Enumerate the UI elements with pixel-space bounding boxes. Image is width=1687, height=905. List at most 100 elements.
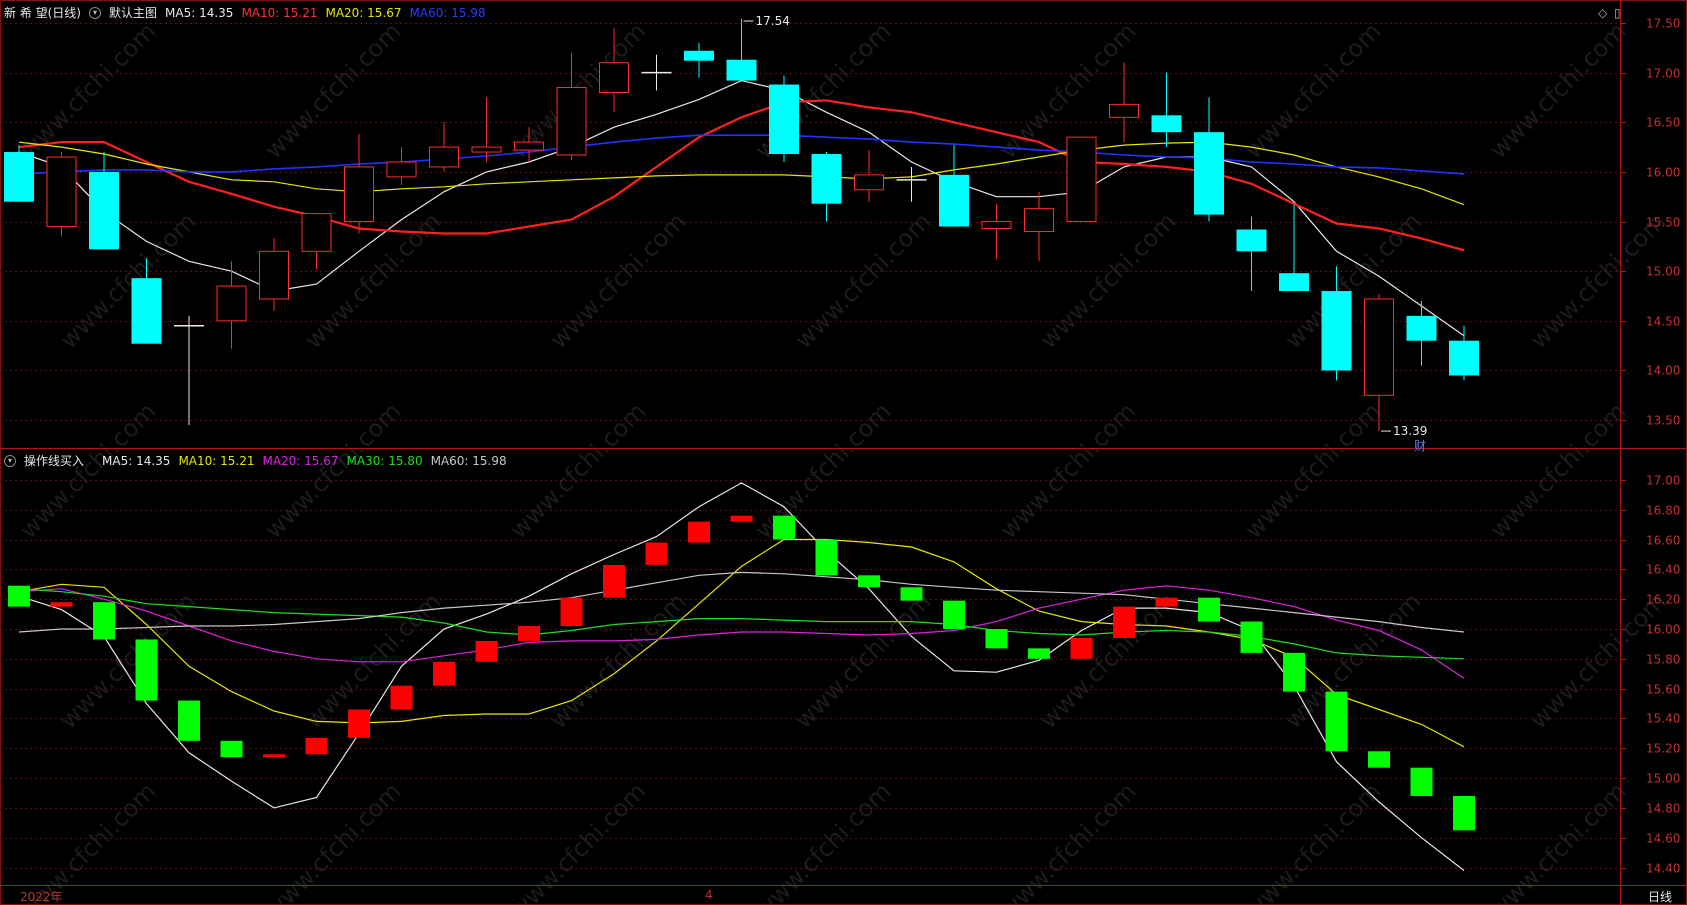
candle-body-up[interactable] [46, 156, 77, 228]
indicator-bar-down[interactable] [1283, 652, 1305, 692]
candle-body-up[interactable] [1109, 103, 1139, 118]
indicator-bar-down[interactable] [1240, 621, 1263, 653]
indicator-bar-down[interactable] [1368, 751, 1390, 768]
candle-body-down[interactable] [1449, 340, 1479, 376]
candle-body-down[interactable] [1406, 315, 1437, 341]
candle-body-up[interactable] [1024, 208, 1054, 232]
candle-body-up[interactable] [599, 62, 629, 93]
indicator-legend-ma30: MA30: 15.80 [346, 453, 423, 468]
candle-body-up[interactable] [854, 174, 884, 191]
candle-body-down[interactable] [684, 50, 714, 61]
stock-name[interactable]: 新 希 望(日线) [4, 6, 81, 20]
candle-body-down[interactable] [769, 84, 799, 155]
indicator-bar-down[interactable] [943, 600, 965, 630]
watermark-text: www.cfchi.com [14, 397, 161, 544]
watermark-text: www.cfchi.com [1239, 17, 1386, 164]
candle-body-down[interactable] [1279, 273, 1309, 292]
watermark-text: www.cfchi.com [259, 397, 406, 544]
indicator-bar-down[interactable] [773, 515, 795, 540]
indicator-bar-up[interactable] [263, 754, 285, 758]
chart-menu-icon[interactable]: ▾ [89, 6, 101, 19]
indicator-bar-up[interactable] [390, 685, 413, 710]
y-tick-label: 14.40 [1646, 862, 1680, 876]
candle-body-down[interactable] [1236, 229, 1267, 252]
indicator-bar-down[interactable] [1410, 767, 1433, 796]
ma-line-ma30 [18, 588, 1465, 660]
footer-year: 2022年 [20, 890, 63, 904]
main-chart-name[interactable]: 默认主图 [109, 6, 158, 20]
indicator-bar-down[interactable] [815, 539, 838, 576]
y-tick-label: 16.20 [1646, 593, 1680, 607]
indicator-bar-up[interactable] [1070, 637, 1093, 659]
indicator-bar-up[interactable] [1155, 597, 1178, 607]
candle-body-up[interactable] [514, 141, 544, 151]
legend-ma5: MA5: 14.35 [165, 5, 234, 20]
candle-body-down[interactable] [726, 59, 757, 81]
indicator-bar-down[interactable] [220, 740, 243, 758]
indicator-bars[interactable] [8, 515, 1475, 831]
watermark-text: www.cfchi.com [789, 207, 936, 354]
candle-body-down[interactable] [811, 154, 842, 204]
indicator-bar-up[interactable] [560, 597, 583, 627]
finance-marker[interactable]: 财 [1414, 439, 1426, 453]
candle-body-up[interactable] [216, 285, 247, 322]
indicator-bar-up[interactable] [348, 709, 370, 738]
indicator-bar-up[interactable] [475, 640, 498, 662]
candle-body-up[interactable] [386, 161, 417, 178]
candle-body-down[interactable] [1151, 115, 1182, 133]
indicator-bar-down[interactable] [135, 639, 158, 701]
period-label[interactable]: 日线 [1648, 890, 1673, 904]
indicator-bar-down[interactable] [985, 629, 1008, 649]
indicator-bar-up[interactable] [305, 737, 328, 755]
indicator-bar-up[interactable] [1113, 606, 1135, 638]
y-tick-label: 17.50 [1646, 17, 1680, 31]
candle-body-down[interactable] [939, 174, 969, 227]
indicator-bar-down[interactable] [8, 585, 30, 607]
ma-line-ma5 [18, 482, 1465, 871]
footer-month: 4 [705, 888, 713, 902]
indicator-bar-up[interactable] [518, 626, 540, 641]
y-tick-label: 16.60 [1646, 534, 1680, 548]
indicator-menu-icon[interactable]: ▾ [4, 454, 16, 467]
indicator-bar-down[interactable] [93, 602, 115, 640]
panel-toggle-icon[interactable]: ▯ [1614, 6, 1621, 20]
indicator-name[interactable]: 操作线买入 [24, 454, 85, 468]
candle-body-down[interactable] [4, 152, 34, 202]
candle-body-up[interactable] [344, 166, 374, 223]
watermark-text: www.cfchi.com [994, 397, 1141, 544]
candle-body-up[interactable] [429, 146, 459, 168]
indicator-bar-up[interactable] [433, 661, 455, 686]
candle-body-down[interactable] [89, 171, 119, 250]
candle-body-up[interactable] [301, 213, 332, 252]
indicator-bar-down[interactable] [178, 700, 200, 741]
indicator-bar-up[interactable] [730, 515, 753, 522]
indicator-bar-down[interactable] [1198, 597, 1220, 622]
indicator-bar-down[interactable] [1325, 691, 1348, 752]
indicator-bar-up[interactable] [603, 564, 625, 598]
indicator-chart-grid: 14.40 14.60 14.80 15.00 15.20 15.40 15.60 15.80… [0, 474, 1680, 876]
indicator-bar-down[interactable] [1453, 795, 1475, 831]
expand-icon[interactable]: ◇ [1598, 6, 1608, 20]
candle-body-up[interactable] [981, 221, 1012, 230]
candle-body-down[interactable] [1321, 291, 1352, 371]
candle-body-down[interactable] [1194, 132, 1224, 215]
watermark-text: www.cfchi.com [1484, 17, 1631, 164]
low-price-label: 13.39 [1393, 424, 1427, 438]
indicator-bar-up[interactable] [688, 521, 710, 543]
watermark-text: www.cfchi.com [1239, 397, 1386, 544]
candle-body-up[interactable] [259, 250, 289, 300]
candle-body-up[interactable] [471, 146, 502, 153]
indicator-bar-down[interactable] [900, 587, 923, 601]
main-chart-candles[interactable] [4, 18, 1479, 432]
candle-body-down[interactable] [131, 278, 162, 344]
y-tick-label: 15.40 [1646, 712, 1680, 726]
indicator-bar-down[interactable] [858, 575, 880, 588]
candle-body-up[interactable] [1066, 136, 1097, 223]
candle-body-up[interactable] [556, 87, 587, 156]
indicator-bar-down[interactable] [1028, 648, 1050, 659]
watermark-text: www.cfchi.com [544, 207, 691, 354]
indicator-bar-up[interactable] [645, 542, 668, 565]
indicator-bar-up[interactable] [50, 602, 73, 607]
candle-body-up[interactable] [1364, 298, 1394, 396]
